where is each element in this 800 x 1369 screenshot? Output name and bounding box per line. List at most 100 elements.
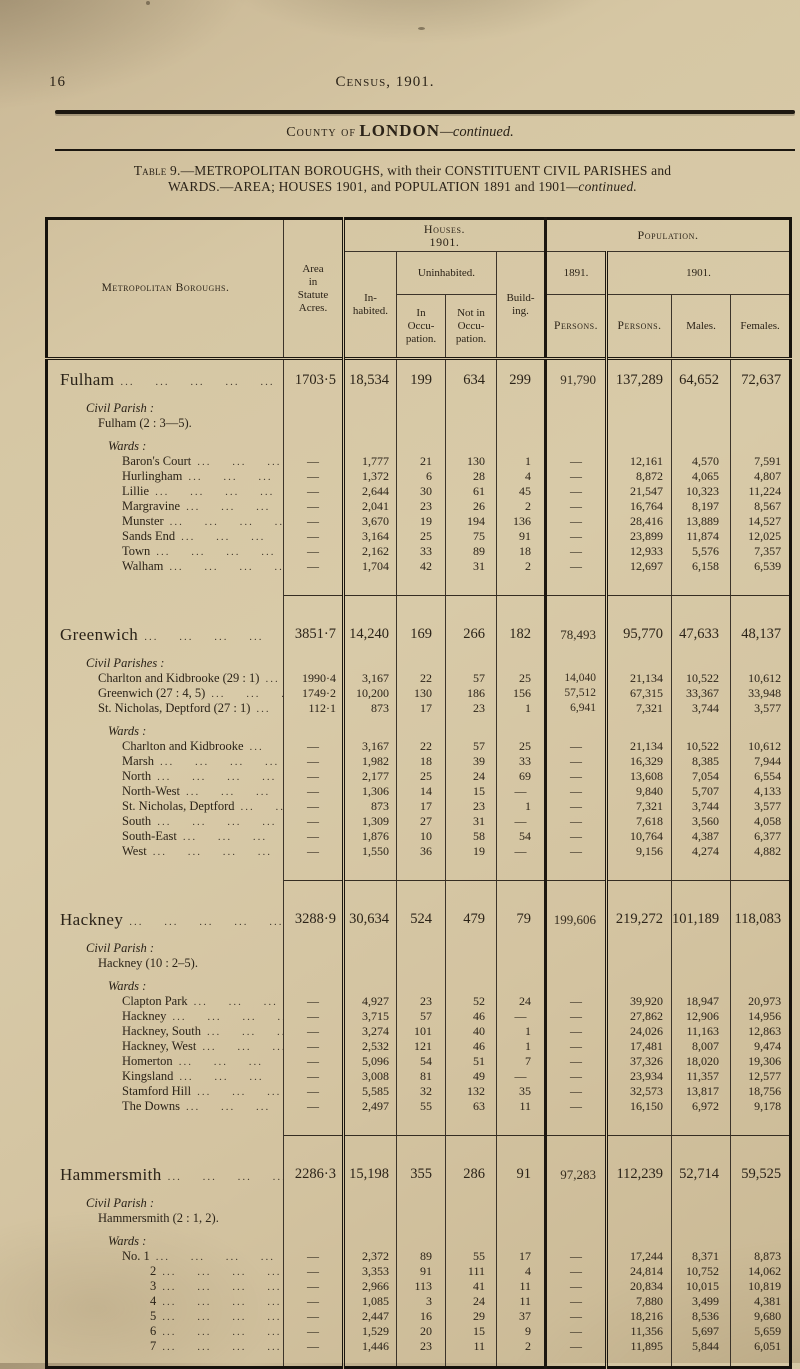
cell-inhabited <box>343 415 397 431</box>
cell-in-occupation <box>396 655 446 671</box>
cell-females <box>731 1211 791 1226</box>
cell-not-in-occupation <box>445 715 497 724</box>
cell-area: 1749·2 <box>283 685 345 701</box>
cell-not-in-occupation: 57 <box>445 738 497 754</box>
cell-males: 10,752 <box>671 1263 732 1279</box>
cell-persons-1901: 28,416 <box>606 513 673 529</box>
cell-males: 33,367 <box>671 685 732 701</box>
cell-in-occupation: 10 <box>396 828 446 844</box>
ward-row: North ... ... ... ... ... ... ... ... ...… <box>46 768 791 784</box>
cell-in-occupation: 6 <box>396 468 446 484</box>
cell-inhabited <box>343 595 397 614</box>
cell-inhabited: 2,966 <box>343 1278 397 1294</box>
ward-name-wrap: 2 ... ... ... ... ... ... ... ... ... ... <box>48 1264 283 1279</box>
ward-name-label: St. Nicholas, Deptford <box>122 798 235 813</box>
wards-label-row: Wards : <box>46 723 791 739</box>
cell-females: 4,882 <box>754 843 782 858</box>
cell-inhabited <box>343 438 397 454</box>
ward-row: Lillie ... ... ... ... ... ... ... ... ..… <box>46 483 791 499</box>
cell-building <box>496 400 548 416</box>
parish-name-label: St. Nicholas, Deptford (27 : 1) <box>98 700 251 715</box>
cell-females: 33,948 <box>748 685 782 700</box>
ward-row: Baron's Court ... ... ... ... ... ... ...… <box>46 453 791 469</box>
gap <box>46 430 284 439</box>
cell-not-in-occupation: 11 <box>445 1338 497 1354</box>
cell-in-occupation: 25 <box>396 528 446 544</box>
cell-not-in-occupation <box>445 595 497 614</box>
dot-leader: ... ... ... ... ... ... ... ... ... ... <box>144 630 283 643</box>
cell-persons-1901: 16,764 <box>606 498 673 514</box>
cell-inhabited <box>343 430 397 439</box>
cell-not-in-occupation <box>445 858 497 881</box>
cell-not-in-occupation <box>445 1225 497 1234</box>
cell-in-occupation <box>396 1210 446 1226</box>
cell-persons-1901 <box>606 438 673 454</box>
cell-area: 3851·7 <box>283 613 345 656</box>
wards-label: Wards : <box>46 438 284 454</box>
spacer <box>46 573 284 596</box>
cell-area: — <box>283 1053 345 1069</box>
cell-persons-1901 <box>606 400 673 416</box>
cell-not-in-occupation <box>445 415 497 431</box>
cell-building <box>496 1225 548 1234</box>
wards-label-label: Wards : <box>108 978 147 993</box>
dot-leader: ... ... ... ... ... ... ... ... ... ... <box>162 1310 283 1323</box>
county-prefix: County of <box>286 125 356 140</box>
cell-building <box>496 880 548 899</box>
ward-name-wrap: 3 ... ... ... ... ... ... ... ... ... ... <box>48 1279 283 1294</box>
cell-persons-1901 <box>606 970 673 979</box>
cell-persons-1901 <box>606 1195 673 1211</box>
ward-name-wrap: No. 1 ... ... ... ... ... ... ... ... ...… <box>48 1249 283 1264</box>
cell-inhabited <box>343 1233 397 1249</box>
cell-in-occupation <box>396 1113 446 1136</box>
ward-name-label: 6 <box>150 1323 157 1338</box>
cell-females: 3,577 <box>754 700 782 715</box>
cell-females <box>730 1113 791 1136</box>
cell-building <box>496 415 548 431</box>
header-males: Males. <box>671 294 732 359</box>
table-title: Table 9.—METROPOLITAN BOROUGHS, with the… <box>30 163 775 195</box>
cell-in-occupation: 91 <box>396 1263 446 1279</box>
ward-name-wrap: Clapton Park ... ... ... ... ... ... ... … <box>48 994 283 1009</box>
cell-persons-1901: 12,161 <box>606 453 673 469</box>
civil-parish-label: Civil Parish : <box>46 1195 284 1211</box>
ward-name: Hackney, West ... ... ... ... ... ... ...… <box>46 1038 284 1054</box>
cell-in-occupation: 23 <box>396 1338 446 1354</box>
ward-row: 7 ... ... ... ... ... ... ... ... ... ...… <box>46 1338 791 1354</box>
ward-row: Hackney ... ... ... ... ... ... ... ... .… <box>46 1008 791 1024</box>
cell-females <box>731 971 791 979</box>
cell-building: 24 <box>496 993 548 1009</box>
cell-inhabited <box>343 655 397 671</box>
dot-leader: ... ... ... ... ... ... ... ... ... ... <box>197 455 283 468</box>
cell-building <box>496 940 548 956</box>
cell-in-occupation: 199 <box>396 358 446 401</box>
cell-area: — <box>283 1038 345 1054</box>
cell-inhabited: 3,167 <box>343 738 397 754</box>
cell-males: 18,947 <box>671 993 732 1009</box>
cell-persons-1891: — <box>545 993 609 1009</box>
cell-persons-1901 <box>606 955 673 971</box>
cell-area: — <box>283 1098 345 1114</box>
cell-persons-1891: — <box>545 543 609 559</box>
cell-in-occupation <box>396 1233 446 1249</box>
cell-in-occupation: 19 <box>396 513 446 529</box>
cell-persons-1901: 17,244 <box>606 1248 673 1264</box>
cell-persons-1891: — <box>545 1053 609 1069</box>
cell-area <box>283 1225 345 1234</box>
cell-in-occupation <box>396 430 446 439</box>
cell-persons-1901 <box>606 880 673 899</box>
header-persons-1891: Persons. <box>545 294 609 359</box>
cell-area: — <box>283 1008 345 1024</box>
cell-building: 2 <box>496 558 548 574</box>
cell-inhabited: 873 <box>343 700 397 716</box>
cell-in-occupation <box>396 880 446 899</box>
ward-row: Hurlingham ... ... ... ... ... ... ... ..… <box>46 468 791 484</box>
cell-inhabited: 873 <box>343 798 397 814</box>
dot-leader: ... ... ... ... ... ... ... ... ... ... <box>256 702 283 715</box>
wards-label-row: Wards : <box>46 438 791 454</box>
gap-row <box>46 430 791 439</box>
ward-name-wrap: Margravine ... ... ... ... ... ... ... ..… <box>48 499 283 514</box>
cell-males <box>671 858 732 881</box>
cell-females <box>731 941 791 956</box>
cell-females: 6,539 <box>754 558 782 573</box>
